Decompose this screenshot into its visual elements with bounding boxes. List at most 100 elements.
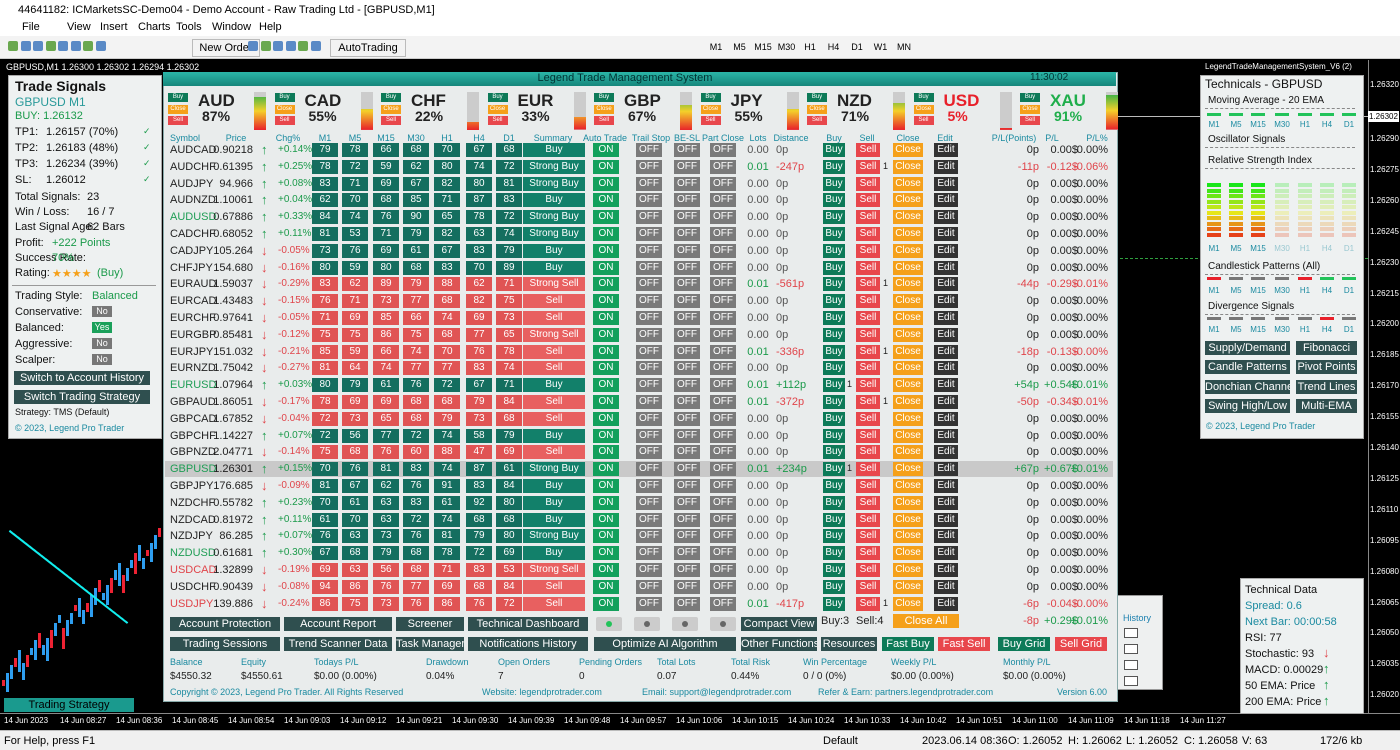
timeframe-score[interactable]: 74 — [496, 361, 522, 376]
timeframe-score[interactable]: 80 — [466, 176, 492, 191]
timeframe-score[interactable]: 65 — [373, 411, 399, 426]
auto-trade[interactable]: ON — [593, 361, 619, 376]
timeframe-score[interactable]: 74 — [373, 361, 399, 376]
timeframe-score[interactable]: 72 — [496, 159, 522, 174]
timeframe-score[interactable]: 67 — [466, 378, 492, 393]
timeframe-score[interactable]: 69 — [342, 311, 368, 325]
mini-button[interactable]: Buy — [168, 93, 188, 102]
timeframe-score[interactable]: 62 — [403, 159, 429, 174]
timeframe-score[interactable]: 70 — [434, 143, 460, 157]
switch-off[interactable]: OFF — [710, 327, 736, 342]
timeframe-button[interactable]: M15 — [752, 40, 774, 54]
summary[interactable]: Buy — [523, 378, 585, 393]
timeframe-score[interactable]: 79 — [466, 395, 492, 409]
buy-button[interactable]: Buy — [823, 277, 845, 292]
summary[interactable]: Sell — [523, 411, 585, 426]
auto-trade[interactable]: ON — [593, 411, 619, 426]
timeframe-score[interactable]: 61 — [373, 378, 399, 393]
timeframe-score[interactable]: 69 — [466, 311, 492, 325]
timeframe-score[interactable]: 80 — [373, 260, 399, 275]
timeframe-score[interactable]: 61 — [312, 512, 338, 527]
edit-button[interactable]: Edit — [934, 260, 958, 275]
close-button[interactable]: Close — [893, 462, 923, 477]
switch-off[interactable]: OFF — [674, 159, 700, 174]
mini-button[interactable]: Sell — [700, 116, 721, 125]
switch-off[interactable]: OFF — [710, 495, 736, 510]
switch-off[interactable]: OFF — [710, 294, 736, 309]
timeframe-score[interactable]: 81 — [312, 227, 338, 241]
timeframe-score[interactable]: 83 — [403, 495, 429, 510]
switch-off[interactable]: OFF — [636, 227, 662, 241]
switch-off[interactable]: OFF — [674, 563, 700, 577]
switch-off[interactable]: OFF — [636, 311, 662, 325]
timeframe-score[interactable]: 76 — [312, 529, 338, 544]
timeframe-score[interactable]: 72 — [434, 378, 460, 393]
left-button[interactable]: Switch to Account History — [14, 371, 150, 385]
style-toggle[interactable]: No — [92, 338, 112, 349]
switch-off[interactable]: OFF — [710, 529, 736, 544]
timeframe-score[interactable]: 87 — [466, 193, 492, 208]
sell-button[interactable]: Sell — [856, 462, 880, 477]
timeframe-score[interactable]: 77 — [403, 294, 429, 309]
switch-off[interactable]: OFF — [674, 143, 700, 157]
auto-trade[interactable]: ON — [593, 344, 619, 359]
timeframe-score[interactable]: 83 — [434, 260, 460, 275]
summary[interactable]: Buy — [523, 512, 585, 527]
auto-trade[interactable]: ON — [593, 143, 619, 157]
timeframe-score[interactable]: 47 — [466, 445, 492, 460]
timeframe-score[interactable]: 68 — [496, 143, 522, 157]
timeframe-score[interactable]: 84 — [496, 395, 522, 409]
buy-button[interactable]: Buy — [823, 311, 845, 325]
timeframe-score[interactable]: 73 — [342, 411, 368, 426]
timeframe-score[interactable]: 68 — [403, 260, 429, 275]
timeframe-score[interactable]: 79 — [434, 411, 460, 426]
timeframe-score[interactable]: 63 — [342, 563, 368, 577]
close-button[interactable]: Close — [893, 260, 923, 275]
panel-button[interactable]: Account Protection — [170, 617, 280, 631]
edit-button[interactable]: Edit — [934, 193, 958, 208]
timeframe-score[interactable]: 76 — [342, 462, 368, 477]
switch-off[interactable]: OFF — [710, 462, 736, 477]
mini-button[interactable]: Close — [381, 104, 401, 114]
edit-button[interactable]: Edit — [934, 462, 958, 477]
close-button[interactable]: Close — [893, 495, 923, 510]
timeframe-button[interactable]: H1 — [799, 40, 821, 54]
edit-button[interactable]: Edit — [934, 546, 958, 561]
buy-button[interactable]: Buy — [823, 294, 845, 309]
timeframe-score[interactable]: 80 — [434, 159, 460, 174]
buy-button[interactable]: Buy — [823, 243, 845, 258]
auto-trade[interactable]: ON — [593, 277, 619, 292]
timeframe-score[interactable]: 69 — [373, 176, 399, 191]
switch-off[interactable]: OFF — [636, 176, 662, 191]
timeframe-score[interactable]: 62 — [312, 193, 338, 208]
panel-button[interactable]: Trend Scanner Data — [284, 637, 392, 651]
timeframe-score[interactable]: 80 — [496, 529, 522, 544]
timeframe-score[interactable]: 69 — [342, 395, 368, 409]
summary[interactable]: Sell — [523, 579, 585, 594]
edit-button[interactable]: Edit — [934, 159, 958, 174]
timeframe-score[interactable]: 67 — [434, 243, 460, 258]
auto-trade[interactable]: ON — [593, 563, 619, 577]
switch-off[interactable]: OFF — [636, 361, 662, 376]
timeframe-score[interactable]: 68 — [496, 512, 522, 527]
timeframe-button[interactable]: D1 — [846, 40, 868, 54]
panel-button[interactable]: Trading Sessions — [170, 637, 280, 651]
timeframe-score[interactable]: 66 — [403, 311, 429, 325]
timeframe-button[interactable]: H4 — [822, 40, 845, 54]
timeframe-score[interactable]: 89 — [373, 277, 399, 292]
mini-button[interactable]: Close — [594, 104, 614, 114]
auto-trade[interactable]: ON — [593, 327, 619, 342]
timeframe-score[interactable]: 73 — [373, 294, 399, 309]
timeframe-score[interactable]: 83 — [466, 563, 492, 577]
summary[interactable]: Buy — [523, 260, 585, 275]
switch-off[interactable]: OFF — [674, 479, 700, 493]
switch-off[interactable]: OFF — [636, 411, 662, 426]
switch-off[interactable]: OFF — [710, 159, 736, 174]
mini-button[interactable]: Close — [807, 104, 827, 114]
timeframe-score[interactable]: 59 — [342, 260, 368, 275]
buy-button[interactable]: Buy — [823, 395, 845, 409]
mini-button[interactable]: Sell — [913, 116, 934, 125]
timeframe-score[interactable]: 65 — [434, 210, 460, 225]
close-button[interactable]: Close — [893, 210, 923, 225]
buy-button[interactable]: Buy — [823, 462, 845, 477]
